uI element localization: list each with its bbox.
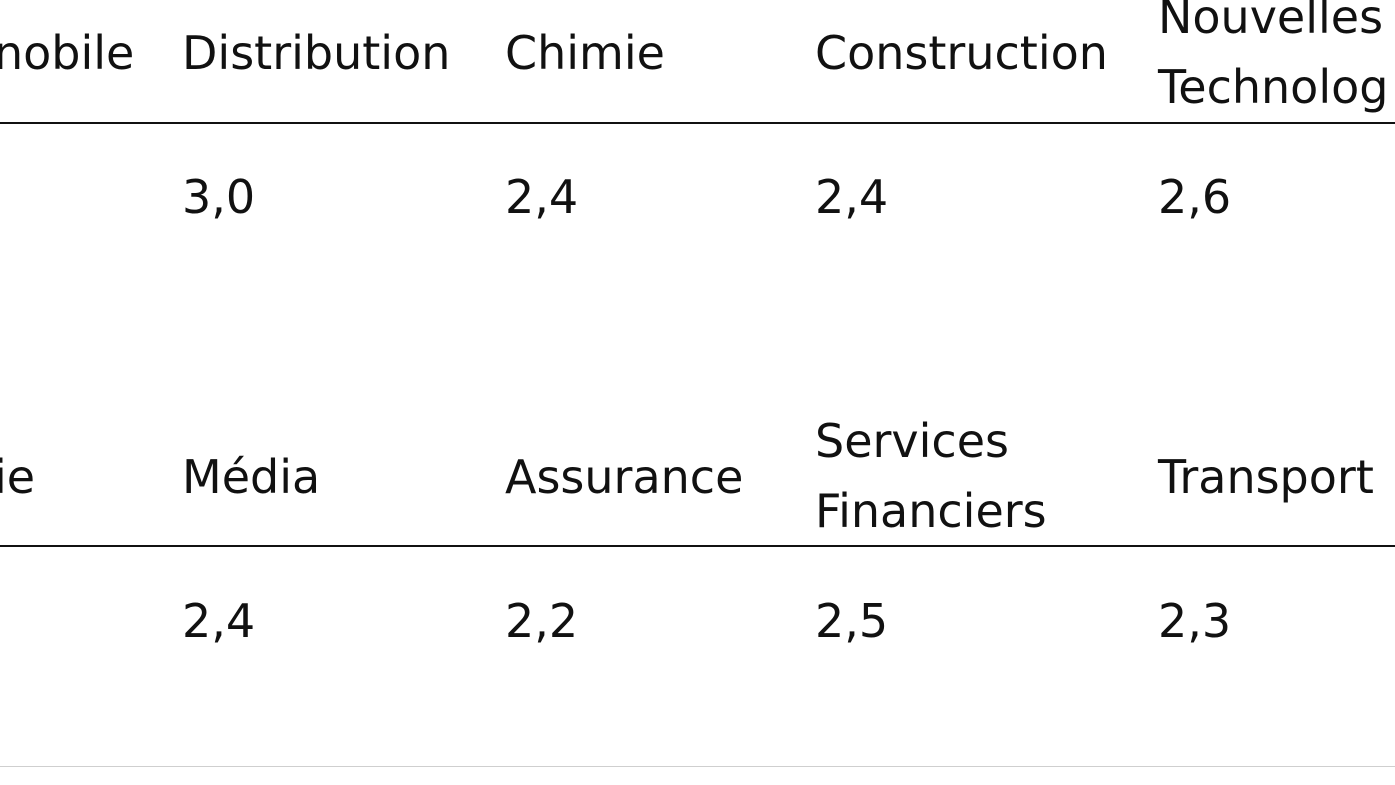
value-cell-nouvelles-technologies: 2,6 bbox=[1158, 170, 1232, 224]
header-cell-services-financiers-line2: Financiers bbox=[815, 484, 1047, 538]
header-cell-services-financiers-line1: Services bbox=[815, 414, 1009, 468]
header-rule-2 bbox=[0, 545, 1395, 547]
header-cell-distribution: Distribution bbox=[182, 26, 451, 80]
header-cell-chimie: Chimie bbox=[505, 26, 665, 80]
value-cell-chimie: 2,4 bbox=[505, 170, 579, 224]
header-cell-transport: Transport bbox=[1158, 450, 1374, 504]
header-cell-construction: Construction bbox=[815, 26, 1108, 80]
value-cell-transport: 2,3 bbox=[1158, 594, 1232, 648]
value-cell-distribution: 3,0 bbox=[182, 170, 256, 224]
bottom-divider bbox=[0, 766, 1395, 767]
header-rule-1 bbox=[0, 122, 1395, 124]
header-cell-media: Média bbox=[182, 450, 321, 504]
value-cell-assurance: 2,2 bbox=[505, 594, 579, 648]
value-cell-media: 2,4 bbox=[182, 594, 256, 648]
header-cell-automobile-truncated: nobile bbox=[0, 26, 135, 80]
header-cell-truncated: ie bbox=[0, 450, 36, 504]
header-cell-nouvelles-technologies-line2: Technolog bbox=[1158, 60, 1389, 114]
header-cell-assurance: Assurance bbox=[505, 450, 744, 504]
header-cell-nouvelles-technologies-line1: Nouvelles bbox=[1158, 0, 1384, 44]
value-cell-construction: 2,4 bbox=[815, 170, 889, 224]
value-cell-services-financiers: 2,5 bbox=[815, 594, 889, 648]
